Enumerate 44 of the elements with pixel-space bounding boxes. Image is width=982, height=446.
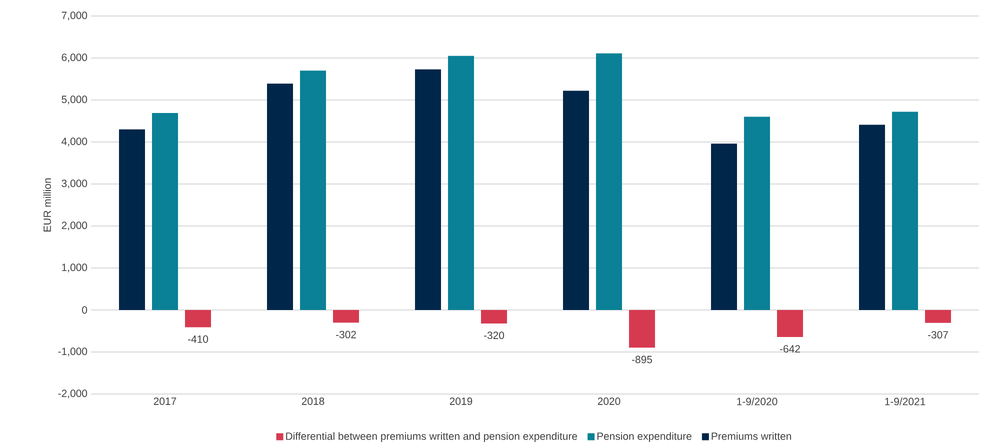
bar — [300, 70, 326, 310]
bar — [859, 124, 886, 310]
bar — [481, 310, 508, 324]
bar — [925, 310, 952, 323]
data-label: -302 — [336, 330, 356, 338]
x-tick-label: 2019 — [450, 398, 472, 405]
y-tick-label: 2,000 — [62, 222, 88, 230]
y-tick-label: 0 — [82, 306, 88, 314]
bar — [185, 310, 211, 328]
bar — [152, 113, 178, 310]
bar — [563, 90, 590, 310]
data-label: -895 — [632, 356, 652, 364]
bar — [448, 56, 474, 310]
data-label: -320 — [484, 332, 504, 340]
y-axis-title: EUR million — [43, 178, 51, 232]
x-tick-label: 2018 — [302, 398, 324, 405]
bar — [629, 310, 656, 348]
data-label: -307 — [928, 331, 948, 339]
x-tick-label: 2017 — [154, 398, 176, 405]
x-tick-label: 1-9/2020 — [737, 398, 778, 406]
y-tick-label: 4,000 — [62, 138, 88, 146]
bar — [744, 116, 770, 310]
bar — [333, 310, 360, 323]
legend-label: Pension expenditure — [597, 432, 692, 442]
bar — [415, 69, 442, 310]
y-tick-label: -1,000 — [58, 348, 88, 356]
x-tick-label: 1-9/2021 — [885, 398, 926, 406]
data-label: -410 — [188, 335, 208, 343]
bar — [892, 112, 918, 310]
legend-label: Premiums written — [712, 432, 792, 440]
y-tick-label: 5,000 — [62, 96, 88, 104]
bar — [119, 129, 145, 310]
data-label: -642 — [780, 345, 800, 353]
bar — [711, 144, 738, 310]
y-tick-label: 7,000 — [62, 12, 88, 20]
bar — [596, 53, 622, 310]
legend-label: Differential between premiums written and pension expenditure — [286, 432, 578, 442]
bar — [267, 84, 294, 310]
y-tick-label: 3,000 — [62, 180, 88, 188]
x-tick-label: 2020 — [598, 398, 620, 405]
y-tick-label: 1,000 — [62, 264, 88, 272]
y-tick-label: 6,000 — [62, 54, 88, 62]
bar — [777, 310, 804, 337]
y-tick-label: -2,000 — [58, 390, 88, 398]
